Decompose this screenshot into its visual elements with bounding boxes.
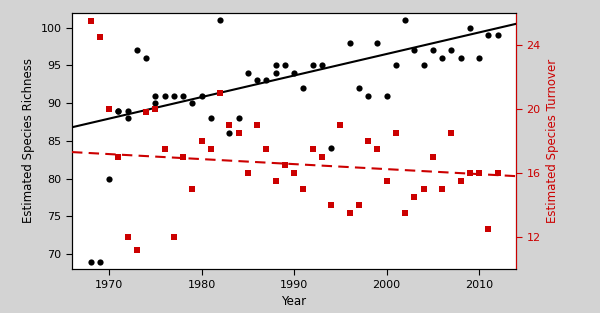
Point [206, 146, 215, 151]
Point [234, 116, 244, 121]
Point [243, 70, 253, 75]
Point [151, 106, 160, 111]
Point [234, 130, 244, 135]
Point [187, 187, 197, 192]
Point [151, 100, 160, 105]
Point [132, 247, 142, 252]
Point [95, 259, 104, 264]
Point [474, 170, 484, 175]
Point [104, 106, 114, 111]
Point [132, 48, 142, 53]
Point [215, 90, 225, 95]
Point [335, 122, 345, 127]
Point [437, 55, 447, 60]
Point [113, 108, 123, 113]
Point [484, 33, 493, 38]
Point [289, 170, 299, 175]
Point [493, 170, 502, 175]
Point [123, 116, 133, 121]
Point [363, 138, 373, 143]
Point [308, 146, 317, 151]
Point [465, 25, 475, 30]
Point [391, 130, 401, 135]
Point [197, 93, 206, 98]
Point [326, 146, 336, 151]
Point [187, 100, 197, 105]
Point [252, 122, 262, 127]
Point [271, 70, 280, 75]
Point [262, 78, 271, 83]
Point [354, 203, 364, 208]
Point [224, 131, 234, 136]
Point [113, 108, 123, 113]
Point [280, 162, 290, 167]
Point [271, 178, 280, 183]
Point [252, 78, 262, 83]
Point [123, 108, 133, 113]
Point [141, 55, 151, 60]
Point [280, 63, 290, 68]
Y-axis label: Estimated Species Turnover: Estimated Species Turnover [546, 59, 559, 223]
Point [169, 93, 179, 98]
Y-axis label: Estimated Species Richness: Estimated Species Richness [22, 58, 35, 223]
Point [465, 170, 475, 175]
Point [224, 122, 234, 127]
Point [215, 18, 225, 23]
Point [271, 63, 280, 68]
Point [104, 176, 114, 181]
Point [409, 194, 419, 199]
Point [298, 85, 308, 90]
Point [456, 55, 466, 60]
Point [344, 40, 354, 45]
Point [428, 154, 437, 159]
Point [419, 63, 428, 68]
Point [160, 146, 169, 151]
Point [123, 235, 133, 240]
Point [344, 211, 354, 216]
Point [456, 178, 466, 183]
Point [373, 146, 382, 151]
Point [206, 116, 215, 121]
Point [178, 93, 188, 98]
Point [169, 235, 179, 240]
Point [363, 93, 373, 98]
Point [400, 18, 410, 23]
Point [160, 93, 169, 98]
Point [409, 48, 419, 53]
Point [354, 85, 364, 90]
Point [141, 110, 151, 115]
Point [326, 203, 336, 208]
Point [484, 227, 493, 232]
Point [95, 34, 104, 39]
Point [308, 63, 317, 68]
Point [493, 33, 502, 38]
Point [86, 18, 95, 23]
Point [113, 154, 123, 159]
Point [86, 259, 95, 264]
Point [400, 211, 410, 216]
Point [289, 70, 299, 75]
Point [262, 146, 271, 151]
Point [373, 40, 382, 45]
Point [197, 138, 206, 143]
Point [474, 55, 484, 60]
Point [151, 93, 160, 98]
Point [446, 48, 456, 53]
Point [382, 93, 391, 98]
Point [317, 154, 326, 159]
Point [178, 154, 188, 159]
Point [446, 130, 456, 135]
Point [298, 187, 308, 192]
Point [428, 48, 437, 53]
Point [382, 178, 391, 183]
X-axis label: Year: Year [281, 295, 307, 308]
Point [391, 63, 401, 68]
Point [243, 170, 253, 175]
Point [317, 63, 326, 68]
Point [419, 187, 428, 192]
Point [437, 187, 447, 192]
